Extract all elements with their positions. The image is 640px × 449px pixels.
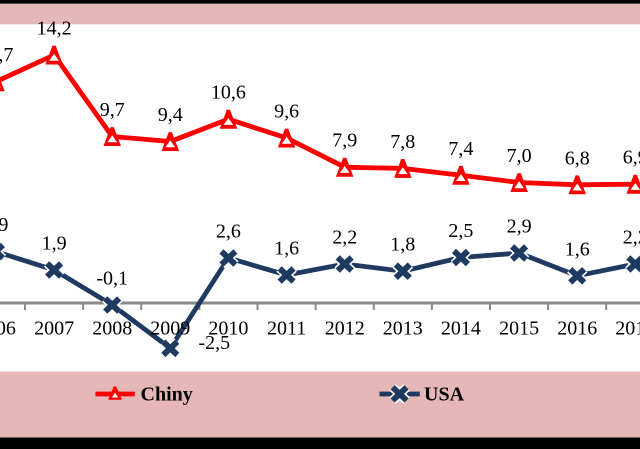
svg-text:7,9: 7,9 [332,130,357,152]
svg-text:7,0: 7,0 [507,145,532,167]
svg-text:2,2: 2,2 [332,227,357,249]
svg-text:9,4: 9,4 [158,104,183,126]
svg-text:2,2: 2,2 [623,227,640,249]
svg-text:Chiny: Chiny [141,383,193,405]
svg-text:6,8: 6,8 [565,147,590,169]
svg-text:2013: 2013 [383,318,423,340]
svg-text:10,6: 10,6 [211,82,246,104]
svg-text:2,5: 2,5 [448,220,473,242]
svg-text:2006: 2006 [0,318,16,340]
svg-text:USA: USA [424,383,465,405]
svg-text:1,6: 1,6 [274,238,299,260]
svg-text:1,9: 1,9 [42,233,67,255]
svg-text:9,7: 9,7 [100,99,125,121]
svg-text:-2,5: -2,5 [198,332,230,354]
svg-text:2,6: 2,6 [216,221,241,243]
svg-text:9,6: 9,6 [274,101,299,123]
svg-text:14,2: 14,2 [37,18,72,40]
svg-text:2017: 2017 [615,318,640,340]
svg-text:2007: 2007 [34,318,74,340]
svg-text:2009: 2009 [150,318,190,340]
svg-text:2014: 2014 [441,318,481,340]
svg-text:2008: 2008 [92,318,132,340]
svg-text:2,9: 2,9 [0,214,8,236]
svg-text:2010: 2010 [208,318,248,340]
svg-text:2012: 2012 [325,318,365,340]
svg-text:1,6: 1,6 [565,238,590,260]
svg-text:1,8: 1,8 [390,234,415,256]
svg-text:2,9: 2,9 [507,216,532,238]
svg-text:6,9: 6,9 [623,147,640,169]
svg-text:7,4: 7,4 [448,138,473,160]
svg-text:2015: 2015 [499,318,539,340]
svg-text:-0,1: -0,1 [96,268,128,290]
svg-text:2016: 2016 [557,318,597,340]
svg-text:7,8: 7,8 [390,131,415,153]
svg-text:12,7: 12,7 [0,44,13,66]
svg-text:2011: 2011 [267,318,306,340]
